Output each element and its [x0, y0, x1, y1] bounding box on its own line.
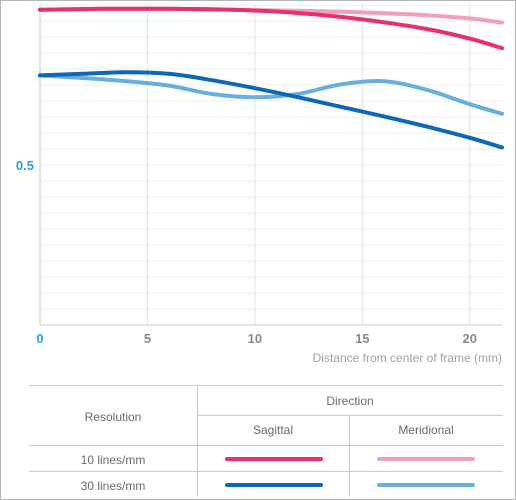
row-10lpmm-label: 10 lines/mm	[80, 453, 146, 467]
meridional-header: Meridional	[398, 423, 454, 437]
grid	[39, 4, 502, 325]
series-lines	[38, 6, 504, 150]
swatch-10lpmm-sagittal	[225, 457, 323, 461]
y-tick-label: 0.5	[16, 158, 34, 173]
tick-labels: 0 5 10 15 20 0.5	[16, 158, 477, 346]
direction-header: Direction	[326, 394, 374, 408]
legend-table: Direction Resolution Sagittal Meridional…	[29, 385, 503, 497]
mtf-chart: 0 5 10 15 20 0.5 Distance from center of fram…	[16, 4, 504, 365]
x-tick-label: 10	[248, 331, 262, 346]
swatch-30lpmm-sagittal	[225, 483, 323, 487]
x-axis-label: Distance from center of frame (mm)	[313, 351, 502, 365]
series-line-30-lines-mm-meridional	[38, 73, 504, 116]
swatch-30lpmm-meridional	[377, 483, 475, 487]
sagittal-header: Sagittal	[252, 423, 294, 437]
x-tick-label: 5	[144, 331, 151, 346]
resolution-header: Resolution	[84, 410, 142, 424]
swatch-10lpmm-meridional	[377, 457, 475, 461]
x-tick-label: 0	[36, 331, 43, 346]
series-line-30-lines-mm-sagittal	[38, 70, 504, 150]
axes	[39, 5, 502, 326]
series-line-10-lines-mm-sagittal	[38, 6, 504, 51]
x-tick-label: 20	[463, 331, 477, 346]
row-30lpmm-label: 30 lines/mm	[80, 479, 146, 493]
x-tick-label: 15	[355, 331, 369, 346]
